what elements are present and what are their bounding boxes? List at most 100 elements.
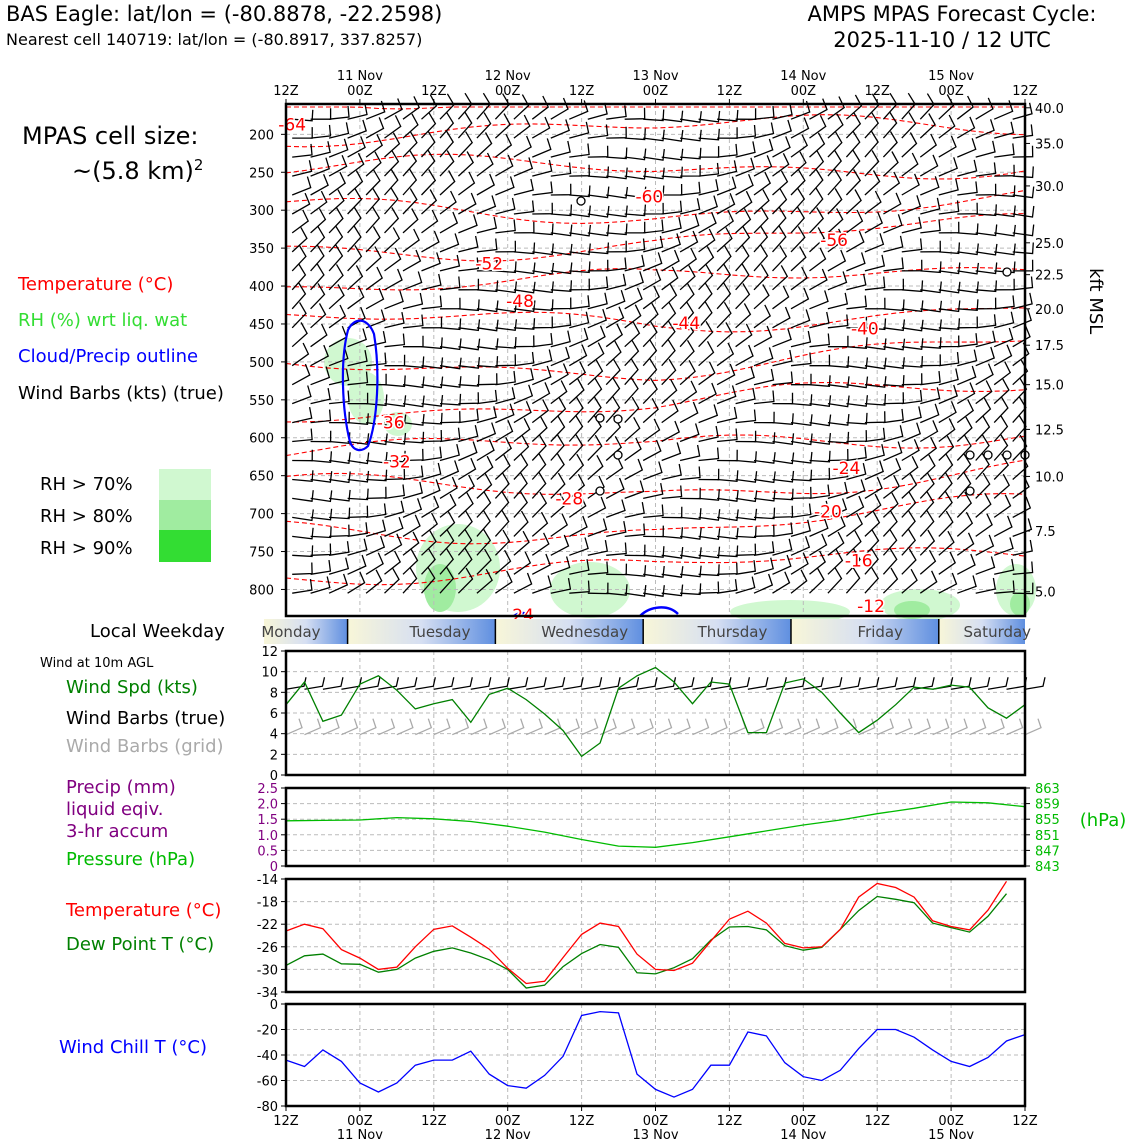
bottom-time-label: 00Z [791, 1114, 817, 1129]
wind-barb [550, 380, 568, 405]
wind-barb [716, 406, 738, 424]
wind-barb [882, 131, 898, 158]
wind-barb [661, 266, 679, 291]
calm-circle [965, 486, 975, 496]
kft-tick-label: 20.0 [1035, 303, 1064, 318]
legend-cloud-outline: Cloud/Precip outline [18, 346, 199, 367]
wind-barb [790, 451, 813, 464]
wind-barb [864, 276, 886, 291]
wind-barb [753, 390, 775, 405]
wind-barb [735, 323, 753, 348]
wind-barb [532, 575, 552, 594]
wind-barb [550, 183, 572, 196]
wind-barb [827, 498, 848, 518]
wind-barb [606, 147, 628, 160]
wind-barb [476, 568, 493, 594]
grid-wind-barb [987, 718, 1005, 736]
wind-barb [864, 111, 880, 139]
wind-barb [402, 292, 424, 310]
temperature-line [285, 880, 1008, 985]
wind-barb [735, 471, 758, 483]
wind-barb [643, 185, 665, 198]
wind-barb [384, 247, 402, 272]
wind-barb [606, 167, 628, 180]
wind-barb [439, 460, 460, 481]
wind-barb [753, 106, 775, 120]
kft-tick-label: 12.5 [1035, 423, 1064, 438]
wind-barb [938, 453, 954, 480]
grid-wind-barb [766, 718, 784, 736]
wind-barb [587, 124, 609, 139]
wind-barb [310, 124, 332, 139]
rh-blob [424, 564, 456, 612]
wind-barb [310, 303, 327, 329]
wind10m-tick-label: 6 [270, 707, 278, 722]
wind-barb [901, 473, 918, 499]
wind-barb [550, 397, 567, 424]
rh-blob [1010, 592, 1030, 616]
wind-barb [643, 585, 665, 597]
wind-barb [994, 205, 1016, 218]
grid-wind-barb [876, 718, 895, 736]
kft-tick-label: 7.5 [1035, 525, 1056, 540]
wind-barb [772, 188, 788, 215]
wind-barb [532, 281, 554, 294]
wind-barb [587, 496, 607, 518]
wind-barb [901, 152, 919, 177]
wind-barb [920, 240, 941, 253]
wind-barb [513, 335, 535, 348]
wind-barb [790, 246, 807, 272]
rh70-swatch [159, 469, 211, 501]
wind-barb [532, 223, 554, 236]
wind-barb [993, 473, 1011, 499]
wind-barb [531, 472, 547, 499]
true-wind-barb [821, 677, 843, 690]
wind-barb [494, 472, 510, 499]
wind-barb [901, 389, 923, 405]
wind-barb [919, 472, 935, 499]
wind-barb [587, 561, 609, 575]
kft-tick-label: 25.0 [1035, 237, 1064, 252]
wind-barb [347, 152, 365, 177]
wind-barb [975, 513, 993, 537]
weekday-label: Friday [858, 623, 904, 641]
wind-barb [661, 233, 681, 253]
wind-barb [698, 489, 720, 501]
pressure-tick-label: 650 [249, 470, 274, 485]
bottom-time-label: 12Z [717, 1114, 743, 1129]
grid-wind-barb [636, 718, 654, 736]
wind-barb [883, 357, 905, 370]
grid-wind-barbs [285, 718, 1042, 736]
wind-barb [310, 526, 332, 539]
weekday-label: Monday [261, 623, 320, 641]
wind-barb [753, 411, 775, 424]
wind-barb [1012, 325, 1031, 348]
wind-barb [550, 434, 565, 461]
pressure-tick-label: 600 [249, 432, 274, 447]
wind-barb [587, 454, 604, 480]
wind-barb [919, 491, 935, 518]
wind-barb [310, 366, 331, 386]
wind-barb [845, 512, 864, 537]
wind-barb [901, 132, 918, 158]
wind-barb [1012, 102, 1033, 120]
wind-barb [809, 132, 826, 158]
pressure-right-label: 863 [1035, 782, 1060, 797]
pressure-tick-label: 400 [249, 280, 274, 295]
wind-barb [975, 204, 997, 217]
wind-barb [402, 376, 425, 389]
wind-barb [532, 316, 553, 329]
grid-wind-barb [304, 718, 322, 736]
wind-barb [920, 337, 942, 349]
wind-barb [975, 472, 991, 499]
wind-barb [827, 414, 850, 426]
wind-barb [568, 396, 584, 424]
grid-wind-barb [692, 718, 710, 736]
grid-wind-barb [507, 718, 525, 736]
wind-barb [1012, 205, 1035, 218]
wind-barb [513, 435, 530, 461]
wind-barb [957, 299, 979, 311]
wind-barb [569, 311, 590, 329]
wind-barb [772, 505, 794, 519]
weekday-label: Wednesday [541, 623, 628, 641]
